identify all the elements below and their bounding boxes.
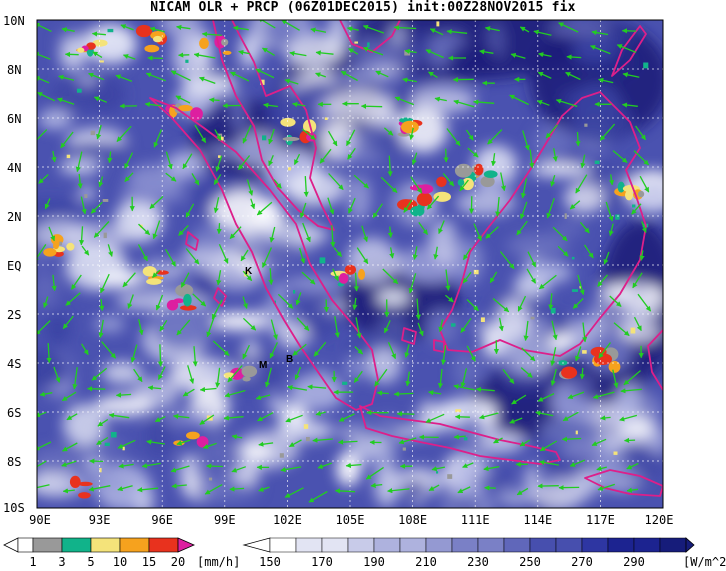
precip-cells [43, 21, 649, 499]
lon-axis: 90E 93E 96E 99E 102E 105E 108E 111E 114E… [29, 513, 673, 527]
map-panel: K M B [37, 20, 663, 508]
olr-tick: 150 [259, 555, 281, 569]
lat-label: 10N [3, 14, 25, 28]
lat-label: 2S [7, 308, 21, 322]
lon-label: 114E [523, 513, 552, 527]
coastline-sulawesi [647, 329, 663, 391]
lon-label: 117E [586, 513, 615, 527]
precip-ticks: 1 3 5 10 15 20 [29, 555, 185, 569]
lon-label: 102E [273, 513, 302, 527]
station-label-b: B [286, 354, 293, 365]
coastline-island-bangka [401, 327, 417, 345]
coastline-malay-peninsula [212, 20, 335, 231]
precip-tick: 10 [113, 555, 127, 569]
olr-tick: 230 [467, 555, 489, 569]
lat-label: 6S [7, 406, 21, 420]
olr-colorbar [242, 537, 695, 553]
lon-label: 105E [336, 513, 365, 527]
lon-label: 90E [29, 513, 51, 527]
precip-colorbar [3, 537, 195, 553]
precip-tick: 15 [142, 555, 156, 569]
precip-tick: 5 [87, 555, 94, 569]
lon-label: 111E [461, 513, 490, 527]
lon-label: 96E [151, 513, 173, 527]
lat-label: 10S [3, 501, 25, 515]
coastline-palawan [611, 25, 647, 77]
lat-axis: 10N 8N 6N 4N 2N EQ 2S 4S 6S 8S 10S [3, 14, 25, 515]
coastline-island-simeulue [185, 231, 199, 251]
lon-label: 99E [214, 513, 236, 527]
lat-label: 8S [7, 455, 21, 469]
olr-tick: 250 [519, 555, 541, 569]
coastline-nusa [584, 469, 663, 497]
map-frame [36, 19, 664, 509]
lon-label: 93E [89, 513, 111, 527]
precip-tick: 20 [171, 555, 185, 569]
olr-tick: 170 [311, 555, 333, 569]
lon-label: 120E [645, 513, 674, 527]
olr-ticks: 150 170 190 210 230 250 270 290 [259, 555, 645, 569]
olr-tick: 270 [571, 555, 593, 569]
station-markers: K M B [245, 266, 293, 371]
coastline-island-nias [213, 287, 227, 307]
lat-label: EQ [7, 259, 21, 273]
olr-unit: [W/m^2] [683, 555, 726, 569]
olr-tick: 290 [623, 555, 645, 569]
olr-tick: 190 [363, 555, 385, 569]
wind-vectors [37, 20, 652, 503]
lat-label: 6N [7, 112, 21, 126]
precip-tick: 1 [29, 555, 36, 569]
lat-label: 4N [7, 161, 21, 175]
station-label-k: K [245, 266, 253, 277]
olr-tick: 210 [415, 555, 437, 569]
coastline-indochina [339, 20, 401, 53]
lat-label: 8N [7, 63, 21, 77]
lat-label: 4S [7, 357, 21, 371]
chart-title: NICAM OLR + PRCP (06Z01DEC2015) init:00Z… [150, 0, 576, 15]
lat-label: 2N [7, 210, 21, 224]
precip-tick: 3 [58, 555, 65, 569]
precip-unit: [mm/h] [197, 555, 240, 569]
lon-label: 108E [398, 513, 427, 527]
station-label-m: M [259, 360, 267, 371]
